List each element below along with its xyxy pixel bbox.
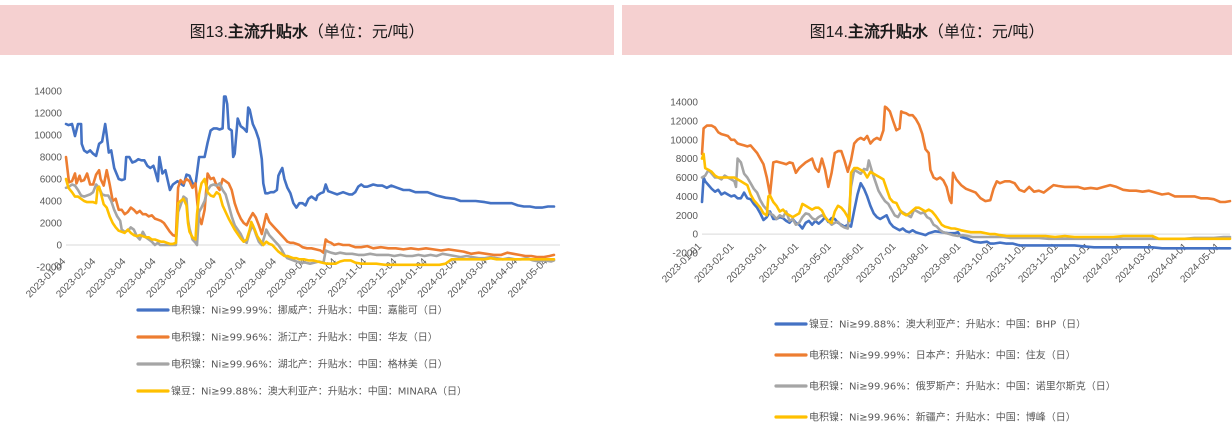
chart14-y-tick-label: 6000 [676, 173, 699, 184]
chart14-y-tick-label: 12000 [670, 116, 698, 127]
chart14-series-line-1 [700, 176, 1232, 250]
chart13-series-line-3 [64, 182, 556, 265]
chart13-y-tick-label: 8000 [40, 153, 63, 164]
chart13-legend-label-1: 电积镍：Ni≥99.99%：挪威产：升贴水：中国：嘉能可（日） [171, 304, 448, 317]
chart13-legend-label-4: 镍豆：Ni≥99.88%：澳大利亚产：升贴水：中国：MINARA（日） [171, 385, 467, 398]
chart14-y-tick-label: 8000 [676, 154, 699, 165]
chart13-legend-label-3: 电积镍：Ni≥99.96%：湖北产：升贴水：中国：格林美（日） [171, 358, 448, 371]
chart13-title: 主流升贴水 [227, 24, 308, 41]
chart14-y-tick-label: 10000 [670, 135, 698, 146]
chart13-y-tick-label: 0 [56, 241, 62, 252]
chart13-line-chart: -200002000400060008000100001200014000202… [24, 87, 560, 398]
chart13-series-line-2 [64, 155, 556, 259]
chart13-y-tick-label: 4000 [40, 197, 63, 208]
chart14-title-banner: 图14. 主流升贴水 （单位：元/吨） [622, 5, 1232, 55]
chart13-y-tick-label: 6000 [40, 175, 63, 186]
chart14-y-tick-label: 2000 [676, 211, 699, 222]
chart13-y-tick-label: -2000 [36, 263, 62, 274]
chart14-legend-label-4: 电积镍：Ni≥99.96%：新疆产：升贴水：中国：博峰（日） [809, 411, 1076, 424]
chart13-series-line-4 [64, 177, 556, 267]
chart14-title-unit: （单位：元/吨） [927, 24, 1045, 41]
chart13-y-tick-label: 14000 [34, 87, 62, 98]
chart13-legend-label-2: 电积镍：Ni≥99.96%：浙江产：升贴水：中国：华友（日） [171, 331, 438, 344]
chart14-title: 主流升贴水 [847, 24, 928, 41]
chart14-series-line-4 [700, 152, 1232, 241]
chart13-y-tick-label: 2000 [40, 219, 63, 230]
chart13-title-banner: 图13. 主流升贴水 （单位：元/吨） [0, 5, 614, 55]
chart14-line-chart: -200002000400060008000100001200014000202… [660, 98, 1232, 424]
chart14-legend-label-3: 电积镍：Ni≥99.96%：俄罗斯产：升贴水：中国：诺里尔斯克（日） [809, 380, 1116, 393]
chart14-y-tick-label: 14000 [670, 98, 698, 109]
chart13-y-tick-label: 10000 [34, 131, 62, 142]
chart14-y-tick-label: -2000 [672, 249, 698, 260]
chart14-series-line-2 [700, 105, 1232, 205]
chart14-legend-label-2: 电积镍：Ni≥99.99%：日本产：升贴水：中国：住友（日） [809, 349, 1076, 362]
chart13-fig-number: 图13. [189, 24, 228, 41]
chart14-legend-label-1: 镍豆：Ni≥99.88%：澳大利亚产：升贴水：中国：BHP（日） [809, 318, 1086, 331]
chart14-fig-number: 图14. [809, 24, 848, 41]
chart14-y-tick-label: 0 [692, 230, 698, 241]
chart13-series-line-1 [64, 95, 556, 209]
chart13-title-unit: （单位：元/吨） [307, 24, 425, 41]
chart14-y-tick-label: 4000 [676, 192, 699, 203]
chart13-y-tick-label: 12000 [34, 109, 62, 120]
chart14-series-line-3 [700, 157, 1232, 241]
